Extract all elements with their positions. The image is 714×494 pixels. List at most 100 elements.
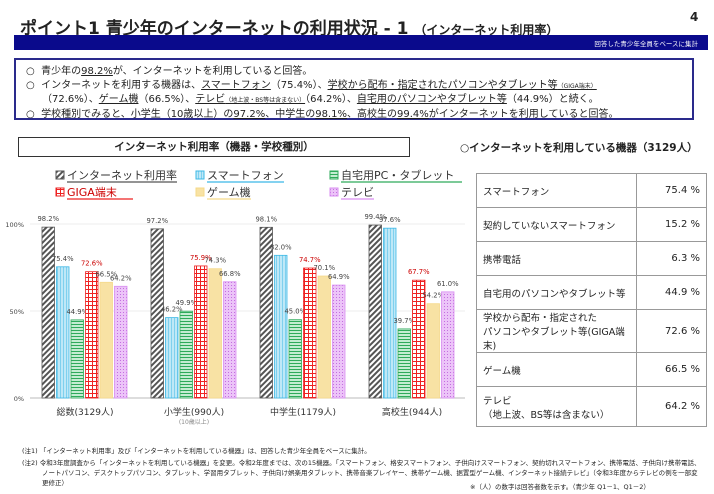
data-label: 75.9%: [190, 254, 212, 262]
data-label: 44.9%: [66, 308, 88, 316]
x-tick-label: 高校生(944人): [382, 406, 442, 418]
x-tick-label: 総数(3129人): [57, 406, 114, 418]
summary-box: ○ 青少年の98.2%が、インターネットを利用していると回答。 ○ インターネッ…: [14, 58, 694, 120]
device-value: 15.2 %: [636, 207, 707, 242]
data-label: 99.4%: [364, 213, 386, 221]
header-bar: 回答した青少年全員をベースに集計: [14, 35, 708, 50]
legend-label: スマートフォン: [207, 169, 284, 182]
bar: [208, 268, 222, 399]
data-label: 64.9%: [328, 273, 350, 281]
legend-label: GIGA端末: [67, 185, 117, 199]
legend-swatch: [195, 187, 205, 197]
device-label: 学校から配布・指定された パソコンやタブレット等(GIGA端末): [476, 309, 637, 353]
title-main: ポイント1 青少年のインターネットの利用状況 - 1: [20, 19, 409, 39]
summary-line: （72.6%）、ゲーム機（66.5%）、テレビ（地上波・BS等は含まない）（64…: [42, 94, 599, 105]
note-3: ※（人）の数字は回答者数を示す。（青少年 Q1－1、Q1－2）: [470, 483, 650, 491]
data-label: 64.2%: [110, 274, 132, 282]
table-row: 自宅用のパソコンやタブレット等 44.9 %: [476, 275, 707, 310]
page-title: ポイント1 青少年のインターネットの利用状況 - 1 （インターネット利用率）: [20, 14, 558, 39]
legend-swatch: [329, 187, 339, 197]
data-label: 61.0%: [437, 280, 459, 288]
table-row: 契約していないスマートフォン 15.2 %: [476, 207, 707, 242]
bar: [383, 227, 397, 399]
device-value: 6.3 %: [636, 241, 707, 276]
legend-label: テレビ: [341, 186, 374, 199]
data-label: 74.3%: [204, 257, 226, 265]
table-row: スマートフォン 75.4 %: [476, 173, 707, 208]
summary-line: ○ 青少年の98.2%が、インターネットを利用していると回答。: [26, 66, 313, 77]
bar: [303, 267, 317, 399]
bar: [165, 317, 179, 399]
device-label: 携帯電話: [476, 241, 637, 276]
legend-label: ゲーム機: [207, 185, 251, 199]
bar: [194, 265, 208, 399]
note-2: (注2) 令和3年度調査から「インターネットを利用している機器」を変更。令和2年…: [22, 459, 701, 487]
device-value: 64.2 %: [636, 386, 707, 427]
bar: [317, 275, 331, 399]
data-label: 97.2%: [146, 217, 168, 225]
device-label: スマートフォン: [476, 173, 637, 208]
legend-swatch: [329, 170, 339, 180]
devices-title: ○インターネットを利用している機器（3129人）: [460, 142, 698, 154]
device-label: 自宅用のパソコンやタブレット等: [476, 275, 637, 310]
title-sub: （インターネット利用率）: [414, 23, 559, 37]
legend-swatch: [195, 170, 205, 180]
bar: [288, 319, 302, 399]
data-label: 70.1%: [313, 264, 335, 272]
bar: [368, 224, 382, 399]
data-label: 46.2%: [161, 306, 183, 314]
data-label: 74.7%: [299, 256, 321, 264]
summary-line: ○ インターネットを利用する機器は、スマートフォン（75.4%）、学校から配布・…: [26, 79, 597, 91]
device-label: ゲーム機: [476, 352, 637, 387]
bar: [114, 285, 128, 399]
bar-chart: インターネット利用率 スマートフォン 自宅用PC・タブレット GIGA端末 ゲーム機 テレ…: [5, 168, 465, 426]
chart-title-box: インターネット利用率（機器・学校種別）: [18, 137, 410, 157]
x-tick-label: 中学生(1179人): [270, 406, 336, 418]
legend-label: インターネット利用率: [67, 168, 177, 182]
device-value: 44.9 %: [636, 275, 707, 310]
data-label: 75.4%: [52, 255, 74, 263]
devices-table: スマートフォン 75.4 % 契約していないスマートフォン 15.2 % 携帯電話 6.3…: [476, 173, 707, 427]
legend-swatch: [55, 170, 65, 180]
page-number: 4: [690, 10, 699, 24]
table-row: 学校から配布・指定された パソコンやタブレット等(GIGA端末) 72.6 %: [476, 309, 707, 353]
table-row: 携帯電話 6.3 %: [476, 241, 707, 276]
data-label: 67.7%: [408, 268, 430, 276]
data-label: 45.0%: [284, 308, 306, 316]
y-tick-label: 50%: [10, 308, 24, 316]
x-tick-sublabel: (10歳以上): [179, 418, 209, 426]
bar: [70, 319, 84, 399]
data-label: 49.9%: [175, 299, 197, 307]
data-label: 54.2%: [422, 292, 444, 300]
bar: [397, 328, 411, 399]
x-tick-label: 小学生(990人): [164, 406, 224, 418]
device-label: 契約していないスマートフォン: [476, 207, 637, 242]
bar: [85, 271, 99, 399]
bar: [426, 303, 440, 399]
summary-line: ○ 学校種別でみると、小学生（10歳以上）の97.2%、中学生の98.1%、高校…: [26, 108, 619, 120]
device-value: 72.6 %: [636, 309, 707, 353]
data-label: 97.6%: [379, 216, 401, 224]
device-label: テレビ （地上波、BS等は含まない）: [476, 386, 637, 427]
bar: [274, 254, 288, 399]
bar: [259, 226, 273, 399]
y-tick-label: 0%: [14, 395, 24, 403]
legend-label: 自宅用PC・タブレット: [341, 168, 454, 182]
data-label: 72.6%: [81, 260, 103, 268]
bar: [179, 310, 193, 399]
bar: [441, 291, 455, 399]
note-1: (注1) 「インターネット利用率」及び「インターネットを利用している機器」は、回…: [22, 447, 371, 455]
data-label: 98.2%: [37, 215, 59, 223]
base-note: 回答した青少年全員をベースに集計: [594, 40, 698, 48]
device-value: 75.4 %: [636, 173, 707, 208]
table-row: ゲーム機 66.5 %: [476, 352, 707, 387]
bar: [412, 279, 426, 399]
data-label: 39.7%: [393, 317, 415, 325]
device-value: 66.5 %: [636, 352, 707, 387]
bar: [99, 281, 113, 399]
legend-swatch: [55, 187, 65, 197]
y-tick-label: 100%: [5, 221, 24, 229]
table-row: テレビ （地上波、BS等は含まない） 64.2 %: [476, 386, 707, 427]
data-label: 66.5%: [95, 270, 117, 278]
data-label: 82.0%: [270, 243, 292, 251]
